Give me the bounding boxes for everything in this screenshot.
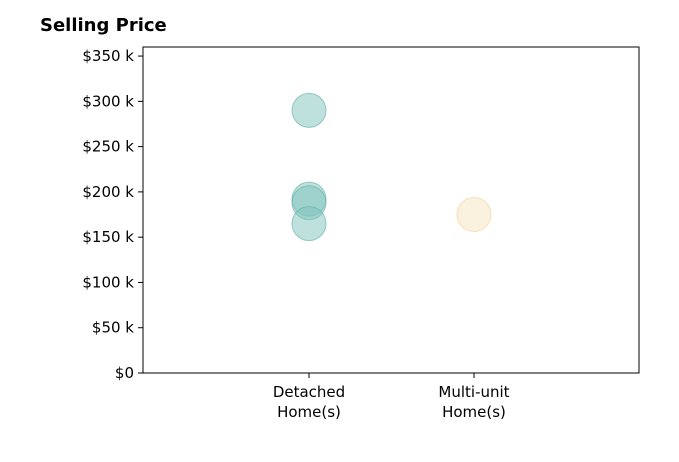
y-tick-label: $200 k [82, 183, 134, 201]
x-tick-label: Home(s) [277, 403, 341, 421]
y-tick-label: $250 k [82, 138, 134, 156]
data-point [456, 197, 492, 233]
chart-title: Selling Price [40, 15, 167, 36]
x-tick-label: Multi-unit [438, 383, 509, 401]
data-point [291, 206, 327, 242]
y-tick-label: $100 k [82, 273, 134, 291]
x-tick-label: Detached [273, 383, 345, 401]
data-points [291, 92, 492, 242]
y-axis: $0 $50 k $100 k $150 k $200 k $250 k $300 k $35… [82, 47, 143, 382]
y-tick-label: $0 [115, 364, 134, 382]
y-tick-label: $300 k [82, 92, 134, 110]
y-tick-label: $350 k [82, 47, 134, 65]
y-tick-label: $50 k [92, 319, 134, 337]
x-tick-label: Home(s) [442, 403, 506, 421]
plot-frame [142, 46, 640, 374]
y-tick-label: $150 k [82, 228, 134, 246]
data-point [291, 92, 327, 128]
x-axis: Detached Home(s) Multi-unit Home(s) [273, 373, 510, 421]
